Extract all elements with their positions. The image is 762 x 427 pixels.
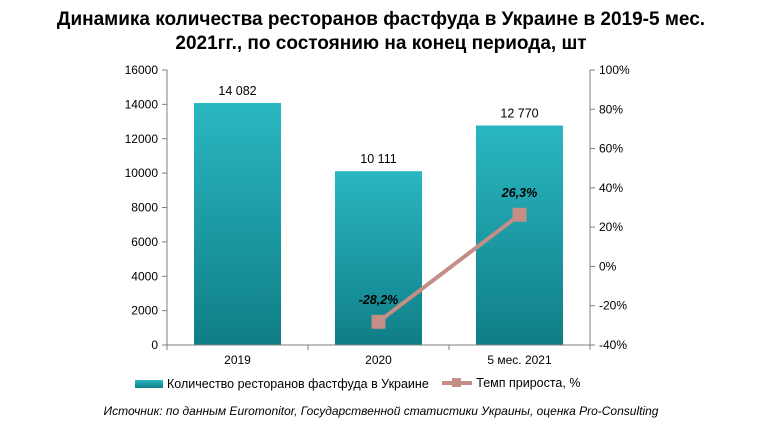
y-right-tick-label: -20% [599,299,627,313]
growth-line [377,213,521,324]
y-right-tick-label: 80% [599,102,623,116]
x-category-label-1: 2020 [365,353,392,367]
y-right-tick-label: 20% [599,220,623,234]
bar-2 [476,125,563,345]
y-left-tick-label: 14000 [125,97,159,111]
legend-label-restaurants: Количество ресторанов фастфуда в Украине [167,377,429,391]
x-category-label-2: 5 мес. 2021 [487,353,552,367]
y-left-tick-label: 8000 [131,201,158,215]
y-left-tick-label: 0 [151,338,158,352]
data-labels: 14 082 10 111 12 770 -28,2% 26,3% [218,84,538,307]
y-right-tick-label: -40% [599,338,627,352]
y-left-tick-label: 4000 [131,269,158,283]
growth-value-label-1: -28,2% [359,293,399,307]
bar-value-label-2: 12 770 [500,107,538,121]
legend-item-growth: Темп прироста, % [442,376,580,390]
axes: 0 2000 4000 6000 8000 10000 12000 14000 16000 -40… [125,63,630,367]
bar-0 [194,102,281,345]
legend-line-swatch [442,378,473,388]
y-right-tick-label: 60% [599,142,623,156]
y-left-tick-label: 10000 [125,166,159,180]
y-left-tick-label: 2000 [131,304,158,318]
legend-item-restaurants: Количество ресторанов фастфуда в Украине [135,377,429,391]
growth-line-series [371,207,527,329]
y-left-tick-label: 16000 [125,63,159,77]
chart-title: Динамика количества ресторанов фастфуда … [0,8,762,56]
bar-value-label-1: 10 111 [360,152,396,166]
legend-label-growth: Темп прироста, % [476,376,581,390]
y-right-tick-label: 100% [599,63,630,77]
chart-title-line-1: Динамика количества ресторанов фастфуда … [56,9,706,30]
x-category-label-0: 2019 [224,353,251,367]
source-note: Источник: по данным Euromonitor, Государ… [103,404,659,418]
growth-marker-1 [371,314,386,329]
legend: Количество ресторанов фастфуда в Украине… [135,376,590,391]
y-left-tick-label: 12000 [125,132,159,146]
bar-value-label-0: 14 082 [218,84,256,98]
chart-title-line-2: 2021гг., по состоянию на конец периода, … [175,33,587,54]
growth-marker-2 [512,207,527,222]
growth-value-label-2: 26,3% [501,186,537,200]
y-left-tick-label: 6000 [131,235,158,249]
chart-area: 0 2000 4000 6000 8000 10000 12000 14000 16000 -40… [125,63,630,367]
legend-bar-swatch [135,380,163,388]
y-right-tick-label: 0% [599,259,617,273]
y-right-tick-label: 40% [599,181,623,195]
